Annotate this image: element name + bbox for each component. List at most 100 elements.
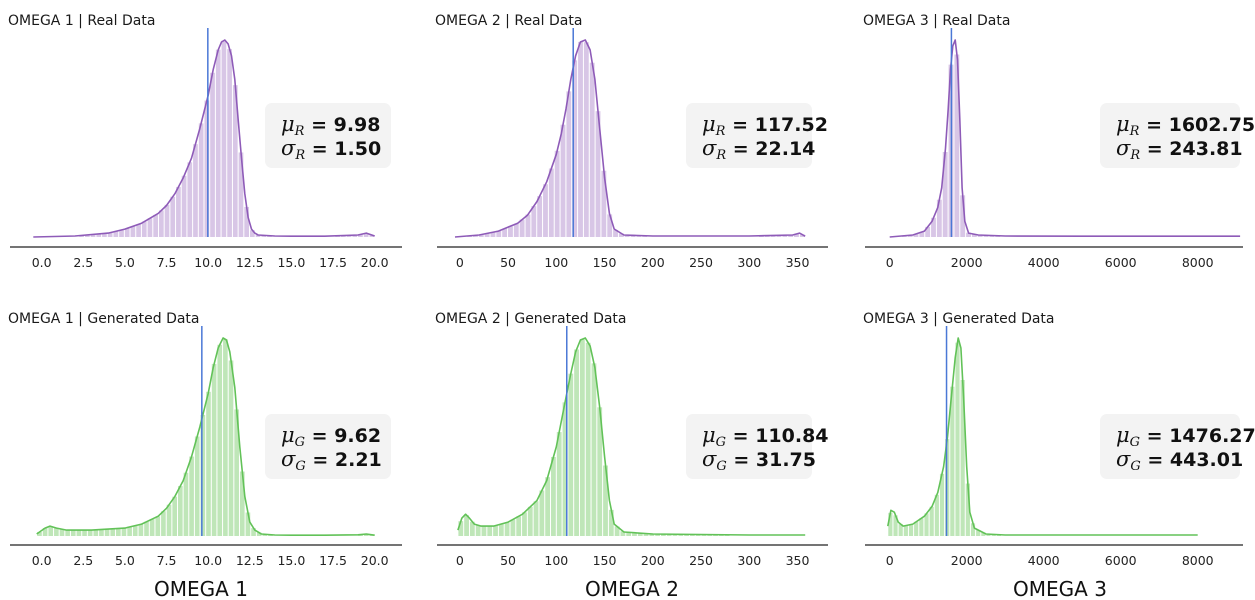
- histogram-bar: [919, 518, 924, 536]
- histogram-bar: [176, 186, 181, 237]
- histogram-bar: [149, 519, 155, 536]
- histogram-bar: [527, 506, 533, 536]
- histogram-bar: [132, 525, 138, 536]
- histogram-bar: [234, 409, 239, 536]
- histogram-bar: [626, 532, 632, 536]
- x-tick-label: 100: [544, 255, 568, 270]
- histogram-bar: [473, 235, 478, 237]
- histogram-bar: [65, 530, 70, 536]
- histogram-bar: [238, 152, 244, 237]
- x-tick-label: 50: [500, 553, 516, 568]
- histogram-bar: [551, 456, 556, 536]
- mean-stat: μG = 1476.27: [1116, 423, 1255, 450]
- histogram-bar: [574, 349, 579, 536]
- histogram-bar: [939, 473, 945, 536]
- x-tick-label: 15.0: [277, 255, 305, 270]
- histogram-bar: [155, 516, 161, 536]
- x-tick-label: 20.0: [361, 553, 389, 568]
- histogram-bar: [788, 235, 794, 237]
- mean-stat: μR = 1602.75: [1116, 112, 1255, 139]
- x-tick-label: 250: [689, 553, 713, 568]
- histogram-bar: [96, 233, 102, 237]
- panel-title: OMEGA 2 | Real Data: [435, 13, 582, 29]
- histogram-bar: [568, 373, 574, 536]
- histogram-bar: [70, 530, 76, 536]
- histogram-bar: [661, 534, 666, 536]
- histogram-bar: [960, 195, 966, 237]
- histogram-bar: [475, 525, 481, 536]
- column-label: OMEGA 3: [1013, 577, 1107, 600]
- histogram-bar: [358, 234, 363, 237]
- density-curve: [887, 337, 1198, 536]
- histogram-bar: [986, 534, 991, 536]
- x-tick-label: 50: [500, 255, 516, 270]
- x-tick-label: 0.0: [32, 255, 52, 270]
- histogram-bar: [153, 214, 158, 237]
- histogram-bar: [597, 407, 603, 536]
- x-tick-label: 0: [886, 553, 894, 568]
- histogram-bar: [585, 342, 591, 536]
- histogram-bar: [110, 528, 116, 536]
- histogram-bar: [583, 42, 589, 238]
- histogram-bar: [481, 526, 487, 536]
- x-tick-label: 17.5: [319, 255, 347, 270]
- histogram-bar: [942, 151, 948, 237]
- x-tick-label: 20.0: [361, 255, 389, 270]
- histogram-bar: [228, 360, 234, 536]
- column-label: OMEGA 1: [154, 577, 248, 600]
- x-tick-label: 8000: [1182, 553, 1214, 568]
- histogram-bar: [522, 512, 527, 536]
- histogram-bar: [643, 533, 649, 536]
- x-tick-label: 17.5: [319, 553, 347, 568]
- chart-panel-overlay: OMEGA 1 | Generated Data 0.0 2.5 5.0 7.5 10.0…: [8, 311, 402, 568]
- histogram-bar: [124, 228, 130, 237]
- histogram-bar: [490, 232, 496, 237]
- histogram-bar: [560, 124, 566, 237]
- histogram-bar: [204, 100, 210, 237]
- density-curve: [36, 337, 375, 536]
- histogram-bar: [138, 524, 144, 536]
- histogram-bar: [914, 521, 919, 536]
- stats-box: [686, 103, 812, 168]
- histogram-bar: [603, 465, 608, 536]
- histogram-bar: [227, 49, 232, 237]
- histogram-bar: [363, 534, 369, 536]
- histogram-bar: [591, 363, 597, 536]
- stats-box: [1100, 414, 1240, 479]
- x-tick-label: 15.0: [277, 553, 305, 568]
- histogram-bar: [116, 528, 121, 536]
- histogram-bar: [181, 175, 187, 237]
- x-tick-label: 2.5: [73, 255, 93, 270]
- histogram-bar: [548, 168, 554, 237]
- histogram-bar: [158, 210, 164, 237]
- x-tick-label: 0: [886, 255, 894, 270]
- histogram-bar: [369, 235, 375, 237]
- histogram-bar: [898, 524, 903, 536]
- histogram-bar: [919, 231, 925, 237]
- histogram-bar: [776, 235, 782, 237]
- histogram-bar: [130, 226, 136, 237]
- x-tick-label: 4000: [1028, 553, 1060, 568]
- histogram-bar: [54, 528, 59, 536]
- histogram-bar: [59, 529, 65, 536]
- histogram-bar: [516, 516, 522, 536]
- histogram-bar: [478, 234, 484, 237]
- histogram-bar: [177, 486, 183, 536]
- histogram-bar: [572, 60, 578, 238]
- histogram-bar: [689, 534, 695, 536]
- std-stat: σR = 22.14: [702, 136, 815, 163]
- x-tick-label: 8000: [1182, 255, 1214, 270]
- histogram-bar: [487, 526, 493, 536]
- histogram-bar: [261, 235, 267, 237]
- x-tick-label: 150: [593, 255, 617, 270]
- histogram-bar: [966, 232, 971, 237]
- histogram-bar: [93, 529, 99, 536]
- panel-title: OMEGA 2 | Generated Data: [435, 311, 627, 327]
- x-tick-label: 12.5: [236, 553, 264, 568]
- histogram-bar: [493, 525, 498, 536]
- histogram-bar: [630, 235, 636, 237]
- histogram-bar: [794, 233, 799, 237]
- chart-panel-overlay: OMEGA 3 | Generated Data 0 2000 4000 6000 800…: [863, 311, 1255, 568]
- histogram-bar: [104, 529, 110, 536]
